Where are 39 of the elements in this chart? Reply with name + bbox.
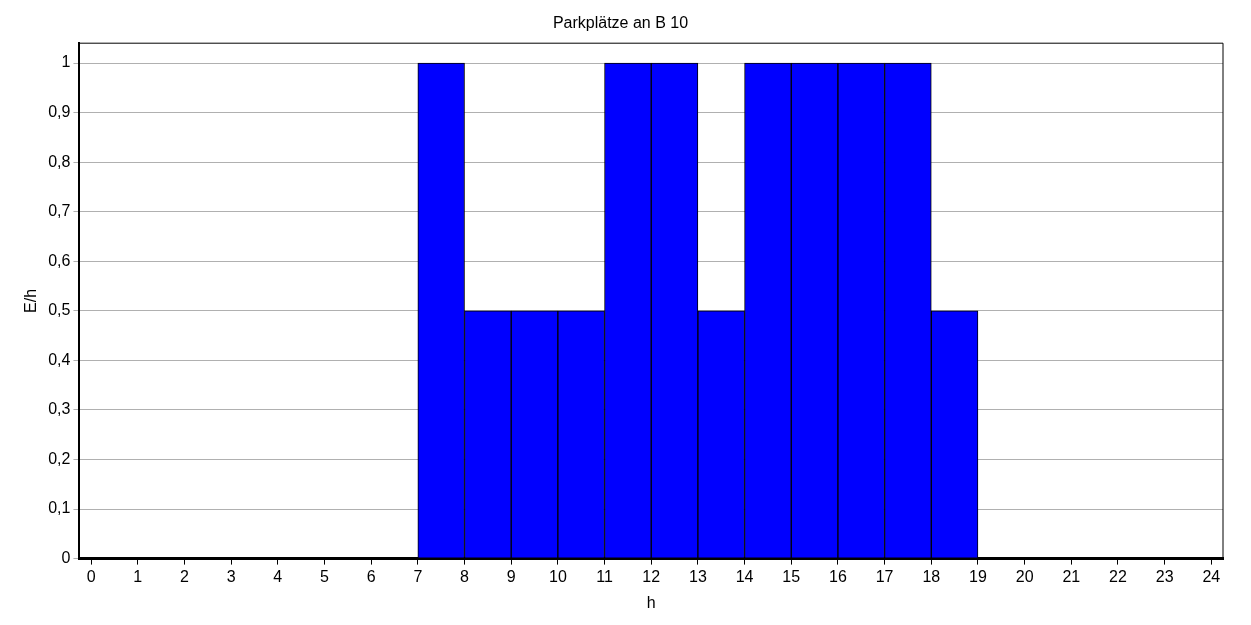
- x-tick-label: 11: [596, 567, 613, 585]
- x-tick-label: 6: [366, 567, 376, 585]
- x-tick-label: 12: [642, 567, 661, 585]
- y-tick-label: 0,5: [48, 301, 71, 319]
- y-tick-label: 0,9: [48, 102, 71, 120]
- y-tick-label: 0,1: [48, 499, 71, 517]
- x-tick-label: 14: [735, 567, 754, 585]
- chart-title: Parkplätze an B 10: [552, 14, 689, 32]
- x-tick-label: 16: [829, 567, 847, 585]
- y-tick-label: 0,4: [48, 350, 71, 368]
- y-tick-label: 0: [61, 549, 71, 567]
- x-tick-label: 15: [782, 567, 801, 585]
- x-tick-label: 4: [273, 567, 283, 585]
- x-tick-label: 8: [460, 567, 470, 585]
- x-tick-label: 7: [413, 567, 423, 585]
- y-tick-label: 1: [61, 53, 71, 71]
- x-tick-label: 0: [86, 567, 96, 585]
- x-tick-label: 19: [969, 567, 987, 585]
- x-tick-label: 18: [922, 567, 941, 585]
- y-axis-title: E/h: [22, 288, 40, 313]
- y-tick-label: 0,6: [48, 251, 71, 269]
- x-tick-label: 3: [226, 567, 236, 585]
- x-tick-label: 10: [548, 567, 567, 585]
- y-tick-label: 0,2: [48, 449, 71, 467]
- y-tick-label: 0,3: [48, 400, 71, 418]
- x-tick-label: 2: [180, 567, 190, 585]
- x-tick-label: 5: [320, 567, 330, 585]
- x-tick-label: 13: [689, 567, 707, 585]
- x-tick-label: 1: [133, 567, 143, 585]
- x-tick-label: 17: [875, 567, 894, 585]
- y-tick-label: 0,7: [48, 202, 71, 220]
- y-tick-label: 0,8: [48, 152, 71, 170]
- x-tick-label: 21: [1062, 567, 1081, 585]
- x-tick-label: 24: [1202, 567, 1221, 585]
- x-tick-label: 22: [1109, 567, 1127, 585]
- x-tick-label: 20: [1015, 567, 1034, 585]
- x-tick-label: 9: [506, 567, 516, 585]
- x-axis-title: h: [646, 593, 656, 611]
- x-tick-label: 23: [1155, 567, 1174, 585]
